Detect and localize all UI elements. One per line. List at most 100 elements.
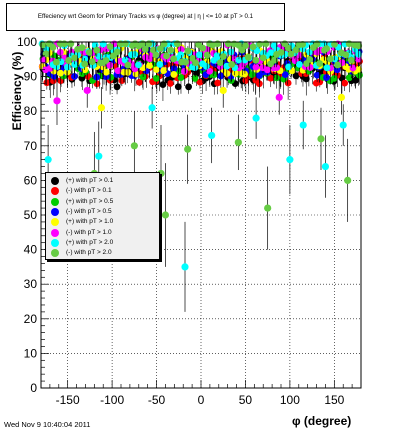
outlier-point [181, 221, 189, 312]
data-point [259, 54, 267, 62]
legend-entry: (-) with pT > 1.0 [46, 228, 159, 238]
data-point [130, 142, 138, 150]
data-point [316, 60, 324, 67]
outlier-point [264, 166, 272, 250]
data-point [355, 42, 363, 50]
data-point [292, 46, 300, 54]
data-point [60, 40, 68, 48]
data-point [95, 152, 103, 160]
data-point [44, 156, 52, 164]
data-point [241, 70, 248, 78]
data-point [252, 63, 260, 71]
data-point [184, 47, 192, 55]
y-tick-label: 20 [24, 312, 38, 326]
data-point [214, 79, 222, 87]
y-axis-title: Efficiency (%) [10, 51, 24, 131]
series-7 [39, 40, 363, 82]
outlier-point [321, 135, 330, 198]
data-point [249, 43, 257, 51]
data-point [284, 79, 292, 87]
data-point [181, 263, 189, 271]
data-point [106, 61, 114, 69]
data-point [65, 57, 72, 64]
data-point [156, 60, 164, 68]
x-tick-label: -100 [100, 393, 124, 407]
data-point [145, 40, 153, 48]
data-point [344, 176, 352, 184]
data-point [173, 40, 181, 48]
outlier-point [317, 107, 325, 171]
data-point [196, 51, 203, 59]
x-tick-label: 50 [239, 393, 253, 407]
data-point [121, 56, 129, 64]
outlier-point [83, 73, 91, 108]
data-point [170, 55, 178, 63]
data-point [53, 97, 61, 105]
data-point [114, 67, 122, 75]
data-point [113, 83, 121, 91]
legend-label: (+) with pT > 0.1 [66, 177, 114, 184]
data-point [141, 45, 149, 53]
y-tick-label: 50 [24, 208, 38, 222]
data-point [231, 70, 239, 77]
y-tick-label: 30 [24, 277, 38, 291]
data-point [355, 65, 363, 73]
chart-grid [41, 41, 361, 389]
legend-marker [51, 238, 59, 247]
data-point [244, 54, 252, 61]
data-point [161, 211, 170, 219]
data-point [334, 61, 341, 69]
data-point [177, 74, 185, 81]
data-point [277, 48, 285, 56]
timestamp-footer: Wed Nov 9 10:40:04 2011 [4, 420, 91, 429]
data-point [342, 51, 350, 59]
data-point [146, 62, 153, 69]
y-tick-label: 70 [24, 139, 38, 153]
chart-title: Effeciency wrt Geom for Primary Tracks v… [37, 13, 254, 20]
legend-label: (-) with pT > 0.1 [66, 187, 112, 195]
chart-marks [38, 40, 363, 312]
data-point [306, 55, 314, 63]
data-point [252, 114, 260, 122]
y-tick-label: 90 [24, 70, 38, 84]
data-point [295, 60, 303, 68]
y-tick-label: 0 [30, 381, 37, 395]
data-point [203, 51, 211, 59]
outlier-point [208, 107, 216, 164]
data-point [317, 135, 325, 143]
legend-marker [51, 207, 59, 216]
data-point [102, 68, 110, 76]
data-point [57, 69, 64, 77]
data-point [139, 73, 147, 81]
data-point [235, 56, 243, 64]
legend-label: (+) with pT > 0.5 [66, 197, 114, 205]
outlier-point [275, 80, 283, 115]
data-point [216, 59, 224, 67]
data-point [281, 71, 289, 79]
data-point [252, 56, 260, 64]
x-tick-label: 100 [280, 393, 300, 407]
data-point [181, 67, 188, 75]
outlier-point [130, 111, 138, 181]
legend-entry: (+) with pT > 2.0 [46, 238, 159, 248]
data-point [208, 131, 216, 140]
data-point [106, 43, 114, 50]
data-point [153, 66, 160, 73]
data-point [148, 104, 156, 112]
data-point [153, 74, 160, 82]
data-point [337, 93, 346, 101]
data-point [341, 79, 349, 87]
data-point [349, 64, 357, 72]
data-point [146, 55, 154, 63]
outlier-point [219, 73, 227, 108]
legend-label: (-) with pT > 1.0 [66, 228, 112, 236]
data-point [299, 121, 307, 129]
data-point [347, 56, 355, 64]
legend-entry: (-) with pT > 0.5 [46, 207, 159, 217]
data-point [50, 72, 58, 80]
data-point [227, 48, 235, 56]
data-point [95, 52, 103, 60]
data-point [177, 45, 185, 53]
data-point [85, 49, 93, 56]
